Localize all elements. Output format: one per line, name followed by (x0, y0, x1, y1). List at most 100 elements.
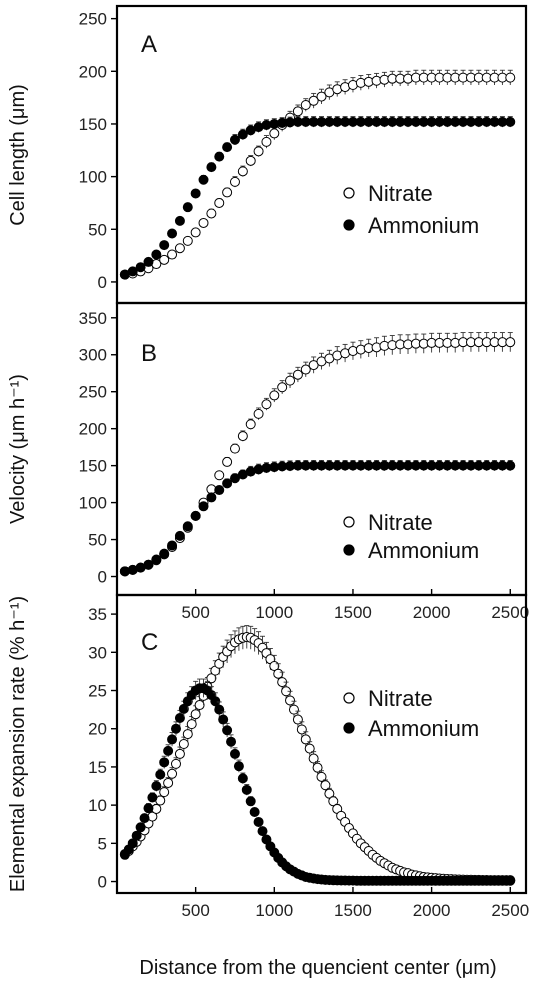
panel-b-nitrate-point (253, 408, 264, 419)
panel-a-y-tick-label-4: 200 (79, 62, 107, 81)
panel-c-x-tick-label-0: 500 (181, 901, 209, 920)
panel-c-ammonium-point (151, 781, 162, 792)
panel-c-ammonium-point (210, 696, 221, 707)
panel-a-legend-marker-ammonium (343, 219, 355, 231)
panel-b-letter: B (141, 340, 157, 367)
panel-b-ammonium-point (151, 554, 162, 565)
panel-c-ammonium-point (127, 838, 138, 849)
panel-a-nitrate-point (308, 95, 319, 106)
panel-c-ammonium-point (245, 796, 256, 807)
panel-c-x-tick-label-2: 1500 (334, 901, 372, 920)
panel-a-nitrate-point (174, 243, 185, 254)
panel-b-y-tick-label-6: 300 (79, 346, 107, 365)
panel-b-ammonium-point (198, 501, 209, 512)
panel-c-nitrate-point (316, 771, 327, 782)
panel-c-ammonium-point (226, 736, 237, 747)
panel-c-ammonium-point (249, 807, 260, 818)
panel-b-y-tick-label-7: 350 (79, 309, 107, 328)
panel-a-nitrate-point (159, 254, 170, 265)
panel-a-letter: A (141, 31, 157, 58)
panel-c-nitrate-point (285, 695, 296, 706)
panel-b-y-tick-label-5: 250 (79, 383, 107, 402)
panel-a-ammonium-point (214, 151, 225, 162)
panel-b-legend-label-nitrate: Nitrate (368, 510, 433, 535)
panel-c-frame (115, 593, 528, 895)
panel-c: C 0 5 10 15 20 25 30 35 500 1000 1500 2000 2500 Ele… (7, 593, 529, 920)
panel-a-nitrate-point (229, 176, 240, 187)
panel-c-ammonium-point (241, 784, 252, 795)
panel-c-x-ticks: 500 1000 1500 2000 2500 (181, 887, 529, 920)
panel-c-legend-marker-ammonium (343, 722, 355, 734)
panel-c-ammonium-point (214, 704, 225, 715)
panel-a-nitrate-point (182, 235, 193, 246)
panel-c-nitrate-point (328, 796, 339, 807)
x-axis-title: Distance from the quencient center (μm) (139, 957, 496, 979)
panel-c-ammonium-point (218, 714, 229, 725)
panel-b-nitrate-point (222, 456, 233, 467)
panel-c-ammonium-point (167, 734, 178, 745)
panel-c-nitrate-point (273, 668, 284, 679)
panel-a-ammonium-point (198, 174, 209, 185)
panel-c-ammonium-point (170, 723, 181, 734)
panel-a-ammonium-point (151, 249, 162, 260)
panel-c-nitrate-point (170, 758, 181, 769)
panel-c-legend-label-nitrate: Nitrate (368, 686, 433, 711)
panel-c-ammonium-point (253, 816, 264, 827)
panel-c-ammonium-point (131, 830, 142, 841)
panel-c-nitrate-point (159, 787, 170, 798)
panel-c-x-tick-label-4: 2500 (491, 901, 529, 920)
panel-b-nitrate-point (245, 419, 256, 430)
panel-b-ammonium-point (222, 478, 233, 489)
panel-a-legend-marker-nitrate (343, 187, 355, 199)
panel-a-legend: Nitrate Ammonium (343, 181, 479, 238)
panel-c-y-axis-title: Elemental expansion rate (% h⁻¹) (7, 596, 29, 892)
panel-b-nitrate-point (300, 364, 311, 375)
panel-a-ammonium-point (159, 240, 170, 251)
panel-b-y-axis-title: Velocity (μm h⁻¹) (7, 374, 29, 524)
panel-c-nitrate-point (292, 714, 303, 725)
panel-a-ammonium-point (229, 134, 240, 145)
panel-c-y-tick-label-5: 25 (88, 682, 107, 701)
panel-a-nitrate-point (214, 197, 225, 208)
panel-b-marks (119, 332, 516, 577)
panel-b-nitrate-point (214, 470, 225, 481)
panel-c-nitrate-point (312, 762, 323, 773)
panel-a-nitrate-point (206, 208, 217, 219)
panel-c-x-tick-label-1: 1000 (255, 901, 293, 920)
panel-c-ammonium-point (237, 773, 248, 784)
panel-b-ammonium-point (159, 548, 170, 559)
panel-b-x-ticks: 500 1000 1500 2000 2500 (181, 589, 529, 622)
panel-b-nitrate-point (277, 382, 288, 393)
panel-a-ammonium-point (174, 215, 185, 226)
panel-c-letter: C (141, 629, 158, 656)
panel-c-marks (119, 625, 516, 886)
panel-a-ammonium-point (190, 188, 201, 199)
panel-b-y-tick-label-4: 200 (79, 420, 107, 439)
panel-c-nitrate-point (163, 777, 174, 788)
panel-b-x-tick-label-3: 2000 (413, 603, 451, 622)
panel-a-nitrate-point (245, 155, 256, 166)
panel-c-legend: Nitrate Ammonium (343, 686, 479, 741)
panel-a-y-tick-label-1: 50 (88, 220, 107, 239)
panel-a-ammonium-point (143, 256, 154, 267)
panel-c-nitrate-point (167, 768, 178, 779)
panel-c-ammonium-point (135, 822, 146, 833)
panel-b-y-tick-label-1: 50 (88, 531, 107, 550)
panel-c-y-tick-label-4: 20 (88, 720, 107, 739)
panel-c-y-tick-label-6: 30 (88, 643, 107, 662)
panel-b-nitrate-point (505, 337, 516, 348)
panel-b-nitrate-point (269, 390, 280, 401)
panel-c-y-tick-label-3: 15 (88, 758, 107, 777)
panel-b-legend-marker-ammonium (343, 544, 355, 556)
panel-c-ammonium-point (222, 725, 233, 736)
panel-c-nitrate-point (308, 753, 319, 764)
panel-c-y-tick-label-0: 0 (98, 873, 107, 892)
panel-b-nitrate-point (237, 431, 248, 442)
panel-b-legend: Nitrate Ammonium (343, 510, 479, 563)
panel-c-ammonium-point (163, 745, 174, 756)
panel-c-ammonium-point (257, 826, 268, 837)
panel-c-nitrate-point (206, 673, 217, 684)
panel-a-ammonium-point (127, 266, 138, 277)
panel-b-ammonium-point (505, 460, 516, 471)
